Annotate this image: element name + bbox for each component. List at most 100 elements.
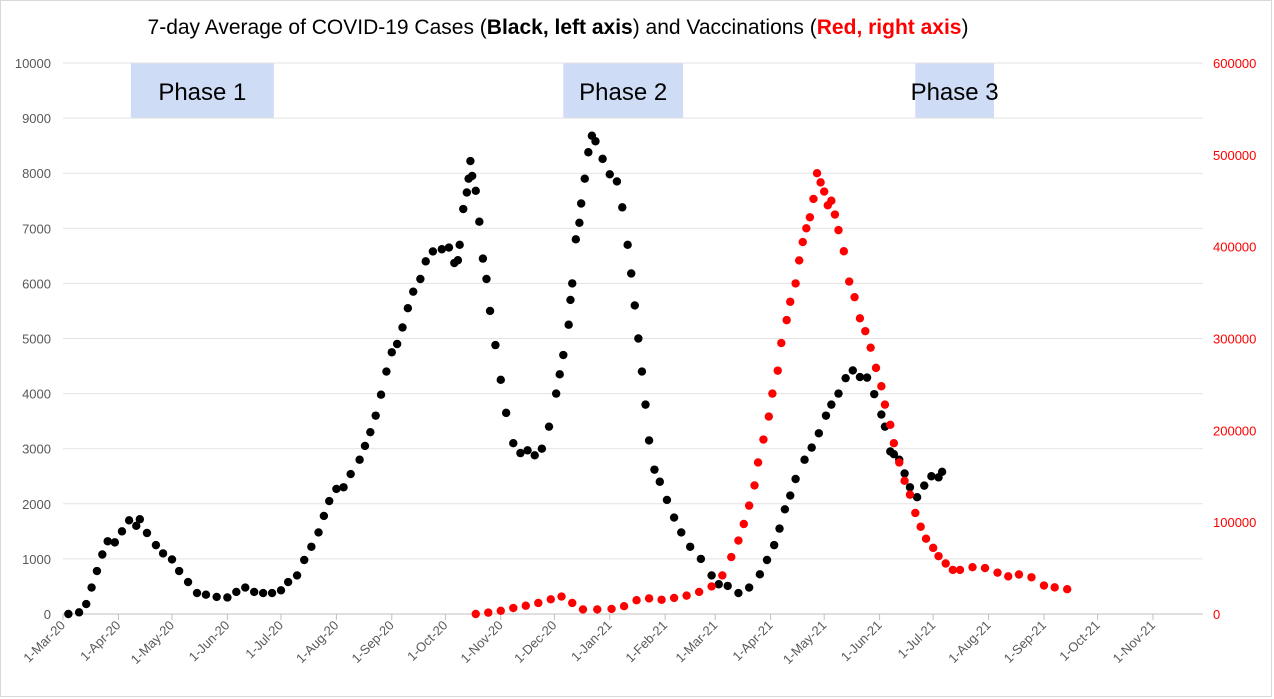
vaccination-point	[948, 565, 958, 575]
cases-point	[775, 524, 784, 533]
cases-point	[453, 256, 463, 265]
vaccination-point	[921, 534, 931, 543]
vaccination-point	[802, 224, 811, 233]
cases-point	[382, 367, 391, 376]
vaccination-point	[773, 366, 782, 375]
cases-point	[201, 590, 211, 599]
cases-point	[496, 375, 505, 385]
phase-label-2: Phase 2	[579, 79, 667, 106]
cases-point	[630, 301, 639, 310]
cases-point	[791, 474, 800, 484]
vaccination-point	[812, 169, 822, 178]
vaccination-point	[866, 343, 875, 352]
x-tick-label: 1-Oct-21	[1056, 618, 1102, 664]
vaccination-point	[707, 582, 716, 591]
vaccination-point	[1039, 581, 1049, 590]
cases-point	[158, 549, 168, 558]
cases-point	[416, 274, 425, 284]
vaccination-point	[557, 592, 566, 601]
cases-point	[466, 156, 475, 166]
cases-point	[467, 171, 477, 181]
vaccinations-series	[471, 169, 1072, 619]
gridline-layer	[63, 62, 1203, 615]
left-tick-label: 6000	[22, 276, 51, 291]
vaccination-point	[786, 297, 795, 306]
vaccination-point	[794, 256, 804, 265]
cases-point	[605, 170, 614, 179]
vaccination-point	[798, 237, 807, 247]
x-tick-label: 1-Jul-20	[242, 618, 286, 662]
vaccination-point	[928, 543, 938, 553]
cases-point	[571, 235, 581, 244]
cases-point	[734, 588, 743, 598]
vaccination-point	[934, 551, 943, 561]
cases-point	[276, 586, 286, 595]
right-tick-label: 0	[1213, 607, 1220, 622]
left-tick-label: 5000	[22, 332, 51, 347]
x-tick-label: 1-Jun-21	[838, 618, 885, 665]
vaccination-point	[880, 400, 890, 409]
x-tick-label: 1-Apr-21	[729, 618, 775, 664]
vaccination-point	[777, 338, 786, 348]
x-tick-label: 1-Apr-20	[77, 618, 123, 664]
cases-point	[627, 269, 636, 278]
cases-point	[314, 528, 323, 537]
vaccination-point	[694, 587, 704, 597]
left-tick-label: 3000	[22, 442, 51, 457]
cases-point	[371, 411, 380, 420]
cases-point	[409, 287, 418, 296]
cases-point	[677, 528, 686, 537]
vaccination-point	[727, 552, 736, 562]
cases-point	[132, 521, 141, 531]
cases-point	[307, 542, 316, 551]
cases-point	[862, 373, 872, 382]
x-tick-label: 1-May-20	[128, 618, 177, 667]
x-tick-label: 1-Jan-21	[568, 618, 615, 665]
cases-point	[249, 587, 259, 597]
vaccination-point	[484, 608, 493, 617]
cases-point	[662, 495, 672, 505]
vaccination-point	[471, 609, 480, 619]
x-tick-label: 1-Sep-21	[1001, 618, 1049, 666]
cases-point	[566, 295, 575, 305]
x-tick-label: 1-Jul-21	[894, 618, 938, 662]
cases-point	[319, 511, 329, 521]
vaccination-point	[827, 196, 836, 205]
cases-point	[516, 448, 525, 458]
vaccination-point	[839, 247, 849, 256]
cases-point	[564, 320, 573, 329]
phase-label-1: Phase 1	[158, 79, 246, 106]
cases-point	[151, 540, 161, 550]
vaccination-point	[968, 562, 977, 572]
title-part-2: Black, left axis	[486, 16, 633, 39]
vaccination-point	[809, 194, 818, 204]
vaccination-point	[905, 490, 915, 499]
right-tick-label: 200000	[1213, 423, 1256, 438]
x-tick-label: 1-Jun-20	[186, 618, 233, 665]
cases-point	[491, 340, 500, 350]
cases-point	[841, 373, 850, 383]
x-tick-label: 1-Mar-21	[672, 618, 720, 666]
cases-point	[551, 389, 561, 398]
vaccination-point	[578, 605, 588, 614]
cases-point	[117, 527, 127, 536]
cases-point	[183, 577, 193, 587]
cases-point	[623, 240, 632, 250]
vaccination-point	[941, 559, 950, 568]
cases-point	[339, 483, 348, 492]
vaccination-point	[657, 595, 666, 604]
cases-point	[485, 306, 495, 316]
left-tick-label: 8000	[22, 166, 51, 181]
left-tick-label: 10000	[15, 56, 51, 71]
cases-point	[421, 257, 430, 266]
vaccination-point	[1014, 570, 1024, 579]
cases-point	[814, 429, 824, 438]
cases-point	[455, 240, 464, 250]
vaccination-point	[993, 568, 1002, 577]
vaccination-point	[871, 363, 881, 373]
cases-point	[74, 608, 84, 617]
cases-point	[584, 148, 593, 157]
right-tick-label: 500000	[1213, 148, 1256, 163]
right-axis-ticks: 0 100000 200000 300000 400000 500000 600000	[1213, 56, 1256, 622]
cases-point	[559, 350, 568, 360]
